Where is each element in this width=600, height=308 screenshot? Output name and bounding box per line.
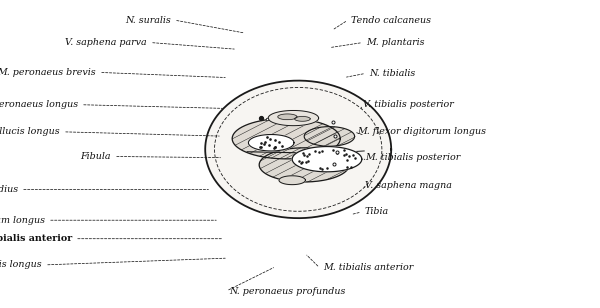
Polygon shape [295, 116, 310, 121]
Text: N. peronaeus profundus: N. peronaeus profundus [229, 286, 346, 296]
Text: N. suralis: N. suralis [125, 15, 171, 25]
Text: Tibia: Tibia [365, 207, 389, 217]
Text: M. flexor digitorum longus: M. flexor digitorum longus [357, 127, 486, 136]
Text: M. tibialis posterior: M. tibialis posterior [365, 153, 460, 162]
Text: V. saphena parva: V. saphena parva [65, 38, 147, 47]
Text: M. extensor digitorum longus: M. extensor digitorum longus [0, 216, 45, 225]
Text: M. peronaeus brevis: M. peronaeus brevis [0, 68, 96, 77]
Text: Tendo calcaneus: Tendo calcaneus [351, 15, 431, 25]
Text: M. plantaris: M. plantaris [366, 38, 425, 47]
Polygon shape [278, 114, 297, 120]
Text: Fibula: Fibula [80, 152, 111, 161]
Polygon shape [279, 176, 305, 184]
Text: N. tibialis: N. tibialis [369, 69, 415, 78]
Text: M. tibialis anterior: M. tibialis anterior [323, 263, 413, 273]
Polygon shape [259, 148, 349, 182]
Polygon shape [205, 81, 391, 218]
Text: M. peronaeus longus: M. peronaeus longus [0, 100, 78, 109]
Polygon shape [304, 127, 355, 146]
Polygon shape [268, 111, 319, 126]
Text: M. flexor hallucis longus: M. flexor hallucis longus [0, 127, 60, 136]
Text: M. extensor hallucis longus: M. extensor hallucis longus [0, 260, 42, 270]
Text: V. tibialis anterior: V. tibialis anterior [0, 234, 72, 243]
Polygon shape [232, 118, 340, 159]
Polygon shape [248, 135, 294, 151]
Text: V. tibialis posterior: V. tibialis posterior [363, 100, 454, 109]
Polygon shape [292, 147, 362, 172]
Text: V. saphena magna: V. saphena magna [365, 181, 452, 190]
Text: N. cutaneus dorsalis intermedius: N. cutaneus dorsalis intermedius [0, 185, 18, 194]
